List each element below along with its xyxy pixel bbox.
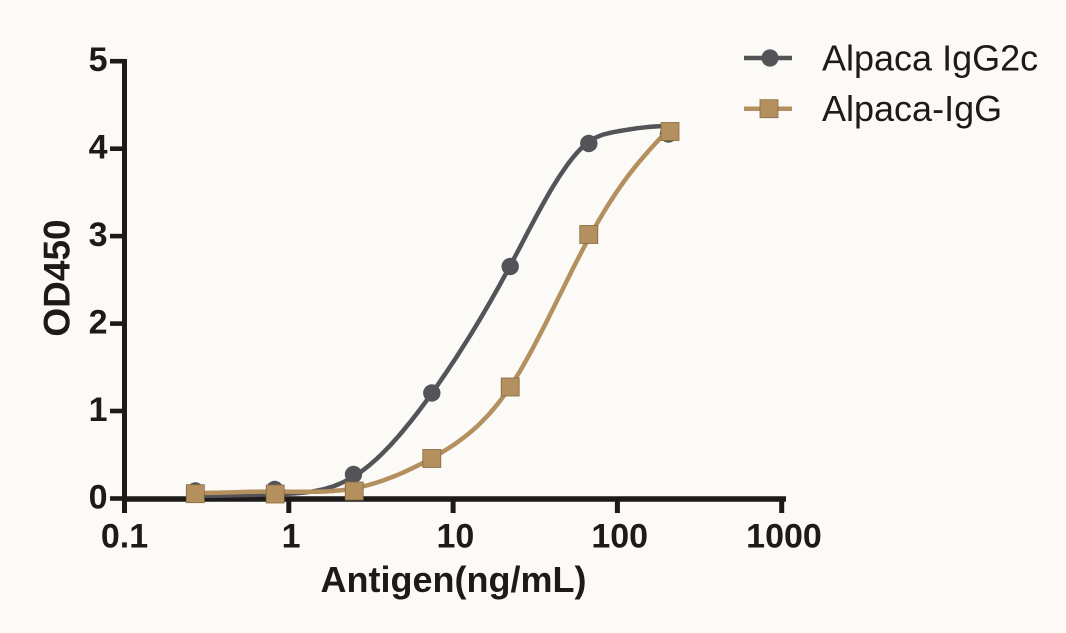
svg-text:5: 5	[89, 41, 108, 79]
svg-text:0.1: 0.1	[101, 518, 148, 556]
svg-text:1: 1	[89, 391, 108, 429]
svg-text:Alpaca-IgG: Alpaca-IgG	[822, 88, 1002, 129]
svg-text:2: 2	[89, 303, 108, 341]
svg-text:Alpaca IgG2c: Alpaca IgG2c	[822, 38, 1038, 79]
svg-text:3: 3	[89, 216, 108, 254]
svg-text:0: 0	[89, 478, 108, 516]
svg-text:4: 4	[89, 129, 108, 167]
svg-text:100: 100	[591, 518, 648, 556]
svg-text:Antigen(ng/mL): Antigen(ng/mL)	[321, 559, 587, 600]
svg-text:1000: 1000	[746, 518, 822, 556]
svg-text:1: 1	[282, 518, 301, 556]
svg-text:OD450: OD450	[37, 219, 78, 336]
svg-text:10: 10	[436, 518, 474, 556]
